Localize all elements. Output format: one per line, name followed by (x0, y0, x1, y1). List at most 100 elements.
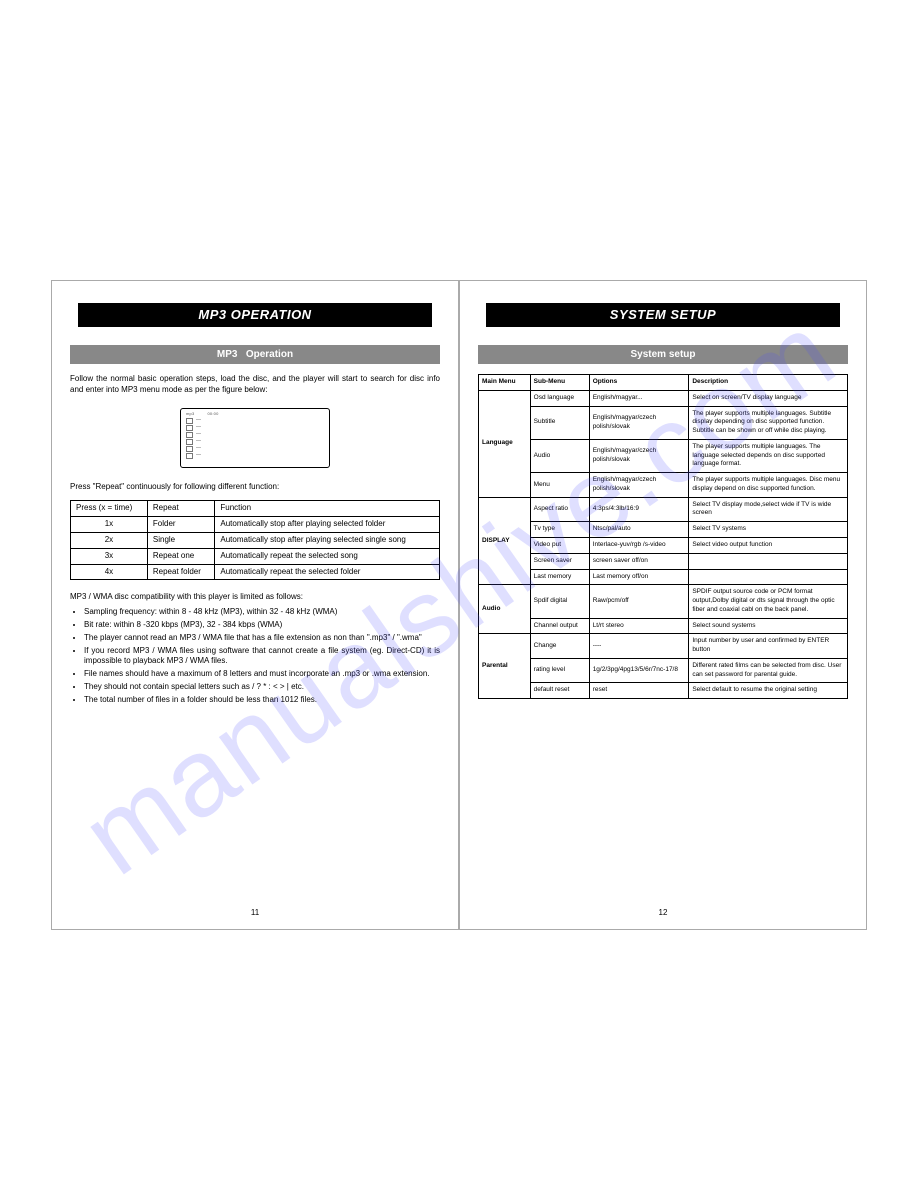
cell: Input number by user and confirmed by EN… (689, 634, 848, 659)
main-menu-cell: DISPLAY (479, 497, 531, 585)
cell: Automatically repeat the selected folder (215, 564, 440, 580)
cell: Screen saver (530, 553, 589, 569)
page-number-left: 11 (52, 908, 458, 919)
cell: Automatically stop after playing selecte… (215, 517, 440, 533)
cell: The player supports multiple languages. … (689, 473, 848, 498)
th-sub: Sub-Menu (530, 375, 589, 391)
cell: rating level (530, 658, 589, 683)
cell: The player supports multiple languages. … (689, 439, 848, 472)
cell: Automatically stop after playing selecte… (215, 533, 440, 549)
cell: Video put (530, 538, 589, 554)
th-repeat: Repeat (147, 501, 215, 517)
cell: 4:3ps/4:3lb/16:9 (589, 497, 689, 522)
table-row: Video put Interlace-yuv/rgb /s-video Sel… (479, 538, 848, 554)
cell: Different rated films can be selected fr… (689, 658, 848, 683)
table-header-row: Press (x = time) Repeat Function (71, 501, 440, 517)
subtitle-bar-left: MP3 Operation (70, 345, 440, 365)
cell: Ntsc/pal/auto (589, 522, 689, 538)
cell: 4x (71, 564, 148, 580)
cell: 3x (71, 548, 148, 564)
list-item: They should not contain special letters … (84, 682, 440, 693)
title-bar-left: MP3 OPERATION (78, 303, 432, 327)
table-row: Channel output Lt/rt stereo Select sound… (479, 618, 848, 634)
cell: English/magyar... (589, 390, 689, 406)
cell: Select TV display mode,select wide if TV… (689, 497, 848, 522)
cell: Last memory (530, 569, 589, 585)
main-menu-cell: Audio (479, 585, 531, 634)
th-main: Main Menu (479, 375, 531, 391)
compat-intro: MP3 / WMA disc compatibility with this p… (70, 592, 440, 603)
cell: English/magyar/czech polish/slovak (589, 406, 689, 439)
list-item: If you record MP3 / WMA files using soft… (84, 646, 440, 668)
table-row: default reset reset Select default to re… (479, 683, 848, 699)
list-item: The player cannot read an MP3 / WMA file… (84, 633, 440, 644)
table-row: Language Osd language English/magyar... … (479, 390, 848, 406)
cell: Select TV systems (689, 522, 848, 538)
cell: Select sound systems (689, 618, 848, 634)
subtitle-prefix: MP3 (217, 349, 238, 360)
cell: Raw/pcm/off (589, 585, 689, 618)
list-item: File names should have a maximum of 8 le… (84, 669, 440, 680)
repeat-table: Press (x = time) Repeat Function 1x Fold… (70, 500, 440, 580)
cell: reset (589, 683, 689, 699)
cell: Automatically repeat the selected song (215, 548, 440, 564)
list-item: Bit rate: within 8 -320 kbps (MP3), 32 -… (84, 620, 440, 631)
table-row: Audio English/magyar/czech polish/slovak… (479, 439, 848, 472)
th-press: Press (x = time) (71, 501, 148, 517)
page-right: SYSTEM SETUP System setup Main Menu Sub-… (459, 280, 867, 930)
cell: default reset (530, 683, 589, 699)
cell: Channel output (530, 618, 589, 634)
cell: 2x (71, 533, 148, 549)
table-row: DISPLAY Aspect ratio 4:3ps/4:3lb/16:9 Se… (479, 497, 848, 522)
cell: screen saver off/on (589, 553, 689, 569)
mp3-screen-mockup: mp3 00:00 — — — — — — (180, 408, 330, 468)
table-row: Tv type Ntsc/pal/auto Select TV systems (479, 522, 848, 538)
th-opt: Options (589, 375, 689, 391)
table-row: Last memory Last memory off/on (479, 569, 848, 585)
page-left: MP3 OPERATION MP3 Operation Follow the n… (51, 280, 459, 930)
cell: English/magyar/czech polish/slovak (589, 473, 689, 498)
document-spread: MP3 OPERATION MP3 Operation Follow the n… (0, 0, 918, 930)
table-row: Parental Change ---- Input number by use… (479, 634, 848, 659)
list-item: Sampling frequency: within 8 - 48 kHz (M… (84, 607, 440, 618)
table-row: Audio Spdif digital Raw/pcm/off SPDIF ou… (479, 585, 848, 618)
cell: Folder (147, 517, 215, 533)
title-bar-right: SYSTEM SETUP (486, 303, 840, 327)
cell: Subtitle (530, 406, 589, 439)
cell: Aspect ratio (530, 497, 589, 522)
cell: Repeat folder (147, 564, 215, 580)
cell: 1x (71, 517, 148, 533)
repeat-intro: Press "Repeat" continuously for followin… (70, 482, 440, 493)
table-row: Subtitle English/magyar/czech polish/slo… (479, 406, 848, 439)
cell: Audio (530, 439, 589, 472)
compat-list: Sampling frequency: within 8 - 48 kHz (M… (70, 607, 440, 705)
table-header-row: Main Menu Sub-Menu Options Description (479, 375, 848, 391)
table-row: 2x Single Automatically stop after playi… (71, 533, 440, 549)
cell: Tv type (530, 522, 589, 538)
cell: Select video output function (689, 538, 848, 554)
cell: Select default to resume the original se… (689, 683, 848, 699)
table-row: 3x Repeat one Automatically repeat the s… (71, 548, 440, 564)
cell: English/magyar/czech polish/slovak (589, 439, 689, 472)
list-item: The total number of files in a folder sh… (84, 695, 440, 706)
table-row: 4x Repeat folder Automatically repeat th… (71, 564, 440, 580)
subtitle-bar-right: System setup (478, 345, 848, 365)
cell: The player supports multiple languages. … (689, 406, 848, 439)
main-menu-cell: Parental (479, 634, 531, 699)
cell: Interlace-yuv/rgb /s-video (589, 538, 689, 554)
cell: Lt/rt stereo (589, 618, 689, 634)
main-menu-cell: Language (479, 390, 531, 497)
setup-table: Main Menu Sub-Menu Options Description L… (478, 374, 848, 699)
table-row: Menu English/magyar/czech polish/slovak … (479, 473, 848, 498)
cell: 1g/2/3pg/4pg13/5/6r/7nc-17/8 (589, 658, 689, 683)
cell: SPDIF output source code or PCM format o… (689, 585, 848, 618)
table-row: 1x Folder Automatically stop after playi… (71, 517, 440, 533)
cell: Change (530, 634, 589, 659)
th-function: Function (215, 501, 440, 517)
cell: Menu (530, 473, 589, 498)
cell: Spdif digital (530, 585, 589, 618)
subtitle-suffix: Operation (246, 349, 293, 360)
cell (689, 553, 848, 569)
table-row: rating level 1g/2/3pg/4pg13/5/6r/7nc-17/… (479, 658, 848, 683)
cell: Select on screen/TV display language (689, 390, 848, 406)
